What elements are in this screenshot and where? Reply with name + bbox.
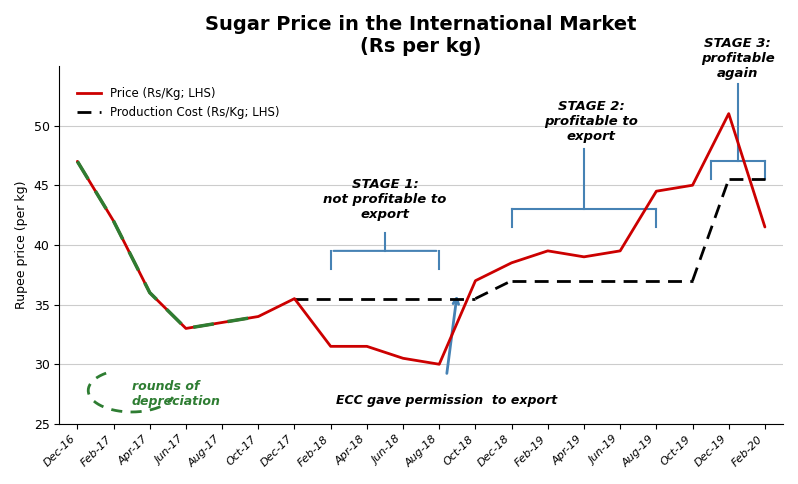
Y-axis label: Rupee price (per kg): Rupee price (per kg) — [15, 181, 28, 309]
Text: STAGE 3:
profitable
again: STAGE 3: profitable again — [701, 37, 775, 80]
Title: Sugar Price in the International Market
(Rs per kg): Sugar Price in the International Market … — [205, 15, 637, 56]
Legend: Price (Rs/Kg; LHS), Production Cost (Rs/Kg; LHS): Price (Rs/Kg; LHS), Production Cost (Rs/… — [73, 83, 284, 124]
Text: STAGE 2:
profitable to
export: STAGE 2: profitable to export — [544, 101, 638, 143]
Text: rounds of
depreciation: rounds of depreciation — [132, 380, 220, 408]
Text: STAGE 1:
not profitable to
export: STAGE 1: not profitable to export — [323, 178, 447, 221]
Text: ECC gave permission  to export: ECC gave permission to export — [336, 394, 557, 407]
